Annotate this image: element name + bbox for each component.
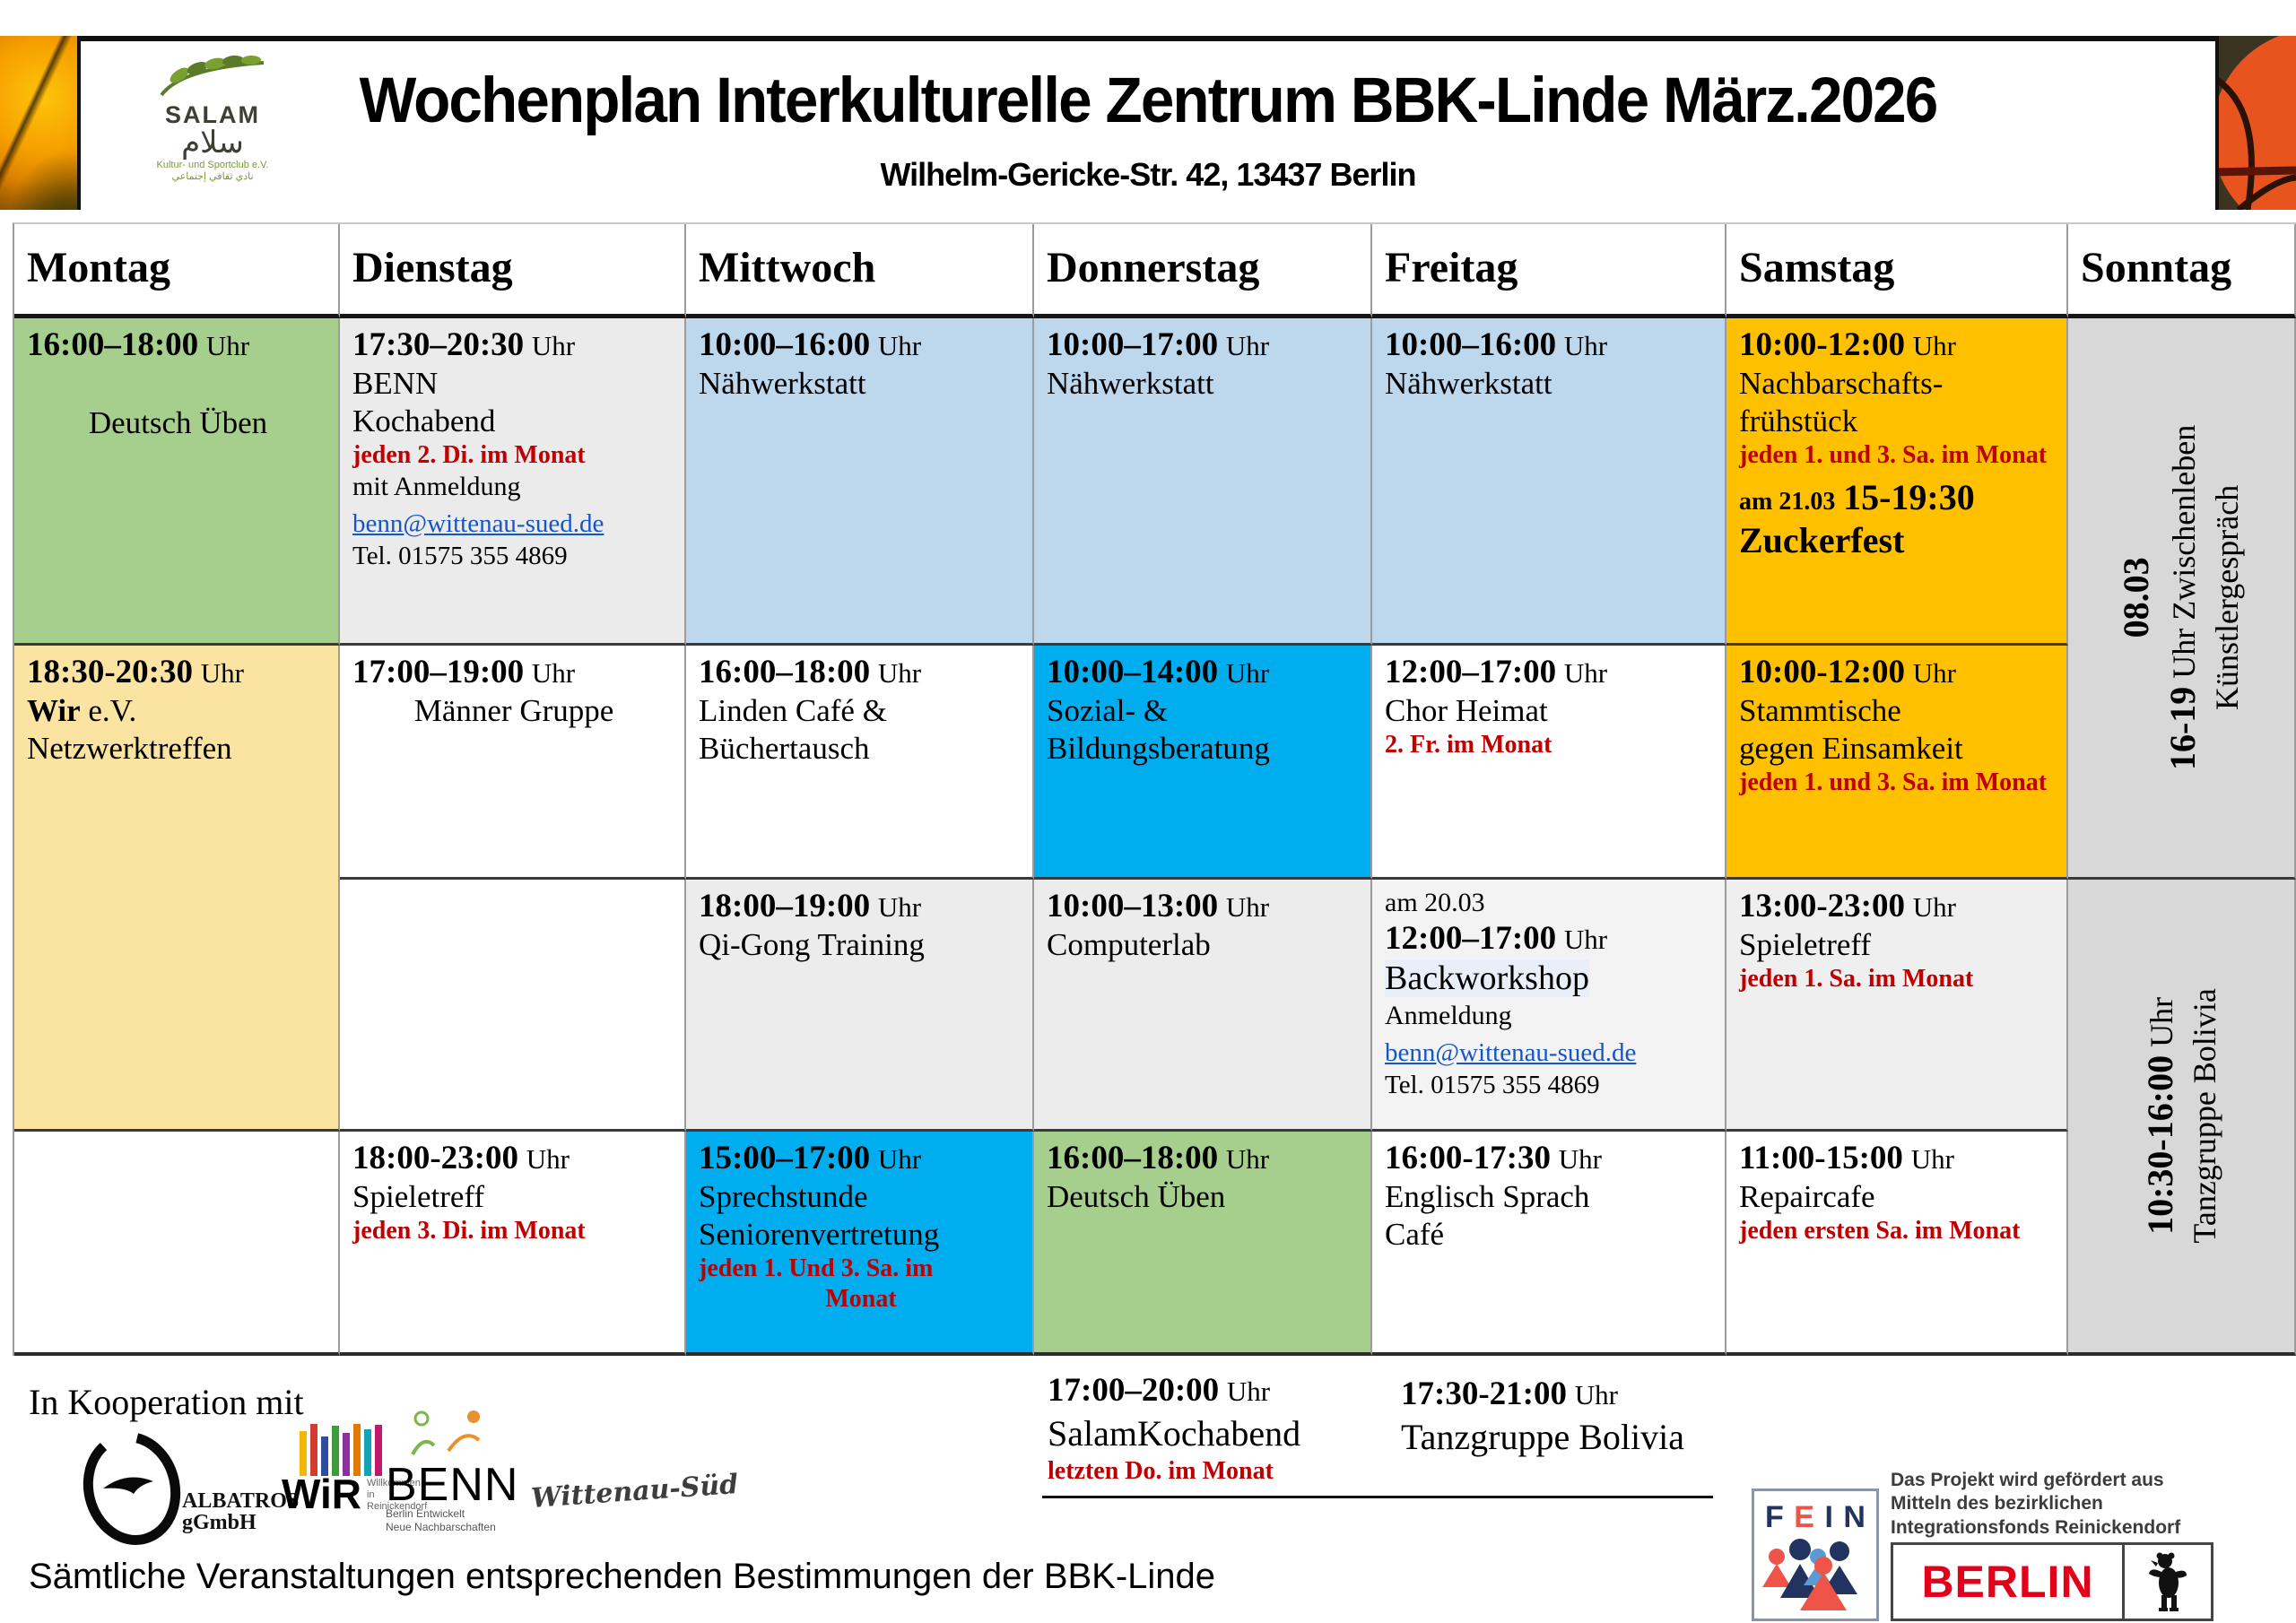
- event-maenner-gruppe: 17:00–19:00 Uhr Männer Gruppe: [340, 646, 686, 880]
- olive-branch-icon: [160, 55, 265, 97]
- salam-sub2: نادي ثقافي إجتماعي: [171, 171, 254, 183]
- event-stammtische: 10:00-12:00 Uhr Stammtische gegen Einsam…: [1726, 646, 2068, 880]
- berlin-logo: BERLIN: [1891, 1542, 2213, 1621]
- event-deutsch-ueben-mo: 16:00–18:00 Uhr Deutsch Üben: [14, 318, 340, 646]
- day-header-montag: Montag: [14, 224, 340, 318]
- fein-logo: F E I N: [1752, 1488, 1879, 1621]
- benn-logo: BENN Wittenau-Süd Berlin Entwickelt Neue…: [386, 1410, 740, 1534]
- page-subtitle: Wilhelm-Gericke-Str. 42, 13437 Berlin: [880, 156, 1417, 193]
- event-naehwerkstatt-do: 10:00–17:00 Uhr Nähwerkstatt: [1034, 318, 1372, 646]
- event-tanzgruppe-bolivia-fr: 17:30-21:00 Uhr Tanzgruppe Bolivia: [1401, 1376, 1684, 1458]
- fein-people-icon: [1762, 1539, 1857, 1610]
- event-benn-kochabend: 17:30–20:30 Uhr BENN Kochabend jeden 2. …: [340, 318, 686, 646]
- day-header-samstag: Samstag: [1726, 224, 2068, 318]
- event-englisch-sprach-cafe: 16:00-17:30 Uhr Englisch Sprach Café: [1372, 1132, 1726, 1356]
- event-computerlab: 10:00–13:00 Uhr Computerlab: [1034, 880, 1372, 1132]
- albatros-bird-icon: [83, 1432, 181, 1545]
- event-spieletreff-di: 18:00-23:00 Uhr Spieletreff jeden 3. Di.…: [340, 1132, 686, 1356]
- event-naehwerkstatt-mi: 10:00–16:00 Uhr Nähwerkstatt: [686, 318, 1034, 646]
- day-header-donnerstag: Donnerstag: [1034, 224, 1372, 318]
- event-nachbarschaftsfruehstueck: 10:00-12:00 Uhr Nachbarschafts- frühstüc…: [1726, 318, 2068, 646]
- footer-divider-line: [1042, 1496, 1713, 1498]
- salam-sub1: Kultur- und Sportclub e.V.: [156, 159, 269, 170]
- day-header-mittwoch: Mittwoch: [686, 224, 1034, 318]
- event-linden-cafe: 16:00–18:00 Uhr Linden Café & Büchertaus…: [686, 646, 1034, 880]
- albatros-logo: ALBATROS gGmbH: [76, 1426, 299, 1556]
- event-kuenstlergespraech: 08.03 16-19 Uhr Zwischenleben Künstlerge…: [2068, 318, 2296, 880]
- event-backworkshop: am 20.03 12:00–17:00 Uhr Backworkshop An…: [1372, 880, 1726, 1132]
- day-header-dienstag: Dienstag: [340, 224, 686, 318]
- day-header-freitag: Freitag: [1372, 224, 1726, 318]
- event-tanzgruppe-bolivia-so: 10:30-16:00 Uhr Tanzgruppe Bolivia: [2068, 880, 2296, 1356]
- event-sprechstunde-seniorenvertretung: 15:00–17:00 Uhr Sprechstunde Seniorenver…: [686, 1132, 1034, 1356]
- event-qigong: 18:00–19:00 Uhr Qi-Gong Training: [686, 880, 1034, 1132]
- benn-figures-icon: [411, 1410, 481, 1455]
- disclaimer-note: Sämtliche Veranstaltungen entsprechenden…: [29, 1557, 1216, 1596]
- event-spieletreff-sa: 13:00-23:00 Uhr Spieletreff jeden 1. Sa.…: [1726, 880, 2068, 1132]
- kooperation-label: In Kooperation mit: [29, 1382, 304, 1422]
- event-deutsch-ueben-do: 16:00–18:00 Uhr Deutsch Üben: [1034, 1132, 1372, 1356]
- salam-arabic: سلام: [181, 126, 244, 160]
- decor-flower-photo: [0, 36, 77, 210]
- basketball-icon: [2212, 36, 2296, 210]
- event-wir-netzwerktreffen: 18:30-20:30 Uhr Wir e.V. Netzwerktreffen: [14, 646, 340, 1132]
- salam-logo: SALAM سلام Kultur- und Sportclub e.V. نا…: [136, 52, 289, 184]
- empty-cell-mo3: [340, 880, 686, 1132]
- day-header-sonntag: Sonntag: [2068, 224, 2296, 318]
- salam-name: SALAM: [165, 101, 260, 128]
- event-chor-heimat: 12:00–17:00 Uhr Chor Heimat 2. Fr. im Mo…: [1372, 646, 1726, 880]
- week-schedule-table: Montag Dienstag Mittwoch Donnerstag Frei…: [13, 222, 2296, 1356]
- wir-bars-icon: [300, 1424, 402, 1476]
- berlin-bear-icon: [2149, 1552, 2187, 1611]
- decor-basketball-photo: [2212, 36, 2296, 210]
- event-repaircafe: 11:00-15:00 Uhr Repaircafe jeden ersten …: [1726, 1132, 2068, 1356]
- wir-logo: WiR Willkommen in Reinickendorf: [276, 1424, 427, 1515]
- header: SALAM سلام Kultur- und Sportclub e.V. نا…: [77, 36, 2219, 210]
- page-title: Wochenplan Interkulturelle Zentrum BBK-L…: [359, 65, 1939, 136]
- email-link[interactable]: benn@wittenau-sued.de: [1385, 1037, 1637, 1067]
- event-naehwerkstatt-fr: 10:00–16:00 Uhr Nähwerkstatt: [1372, 318, 1726, 646]
- funding-text: Das Projekt wird gefördert aus Mitteln d…: [1891, 1470, 2181, 1538]
- event-salam-kochabend: 17:00–20:00 Uhr SalamKochabend letzten D…: [1048, 1372, 1301, 1486]
- empty-cell-mo4: [14, 1132, 340, 1356]
- email-link[interactable]: benn@wittenau-sued.de: [352, 508, 604, 538]
- event-sozial-bildungsberatung: 10:00–14:00 Uhr Sozial- & Bildungsberatu…: [1034, 646, 1372, 880]
